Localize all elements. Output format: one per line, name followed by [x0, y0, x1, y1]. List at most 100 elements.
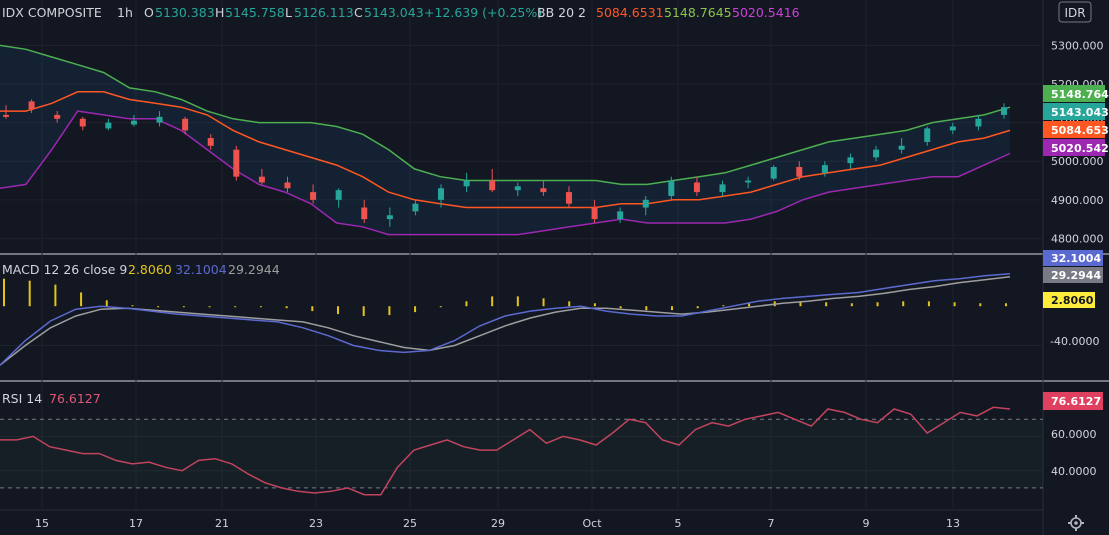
- bollinger-band-fill: [0, 45, 1010, 235]
- bb-basis-tag: 5084.653: [1051, 124, 1109, 137]
- candle: [796, 161, 803, 181]
- macd-hist-bar: [439, 306, 442, 308]
- macd-hist-bar: [619, 306, 622, 309]
- time-label: 29: [491, 517, 505, 530]
- macd-hist-bar: [311, 306, 314, 312]
- macd-histogram: [3, 278, 1007, 317]
- bb-lower-tag-bg: [1043, 139, 1105, 156]
- macd-hist-bar: [979, 303, 982, 307]
- macd-hist-bar: [593, 303, 596, 307]
- bb-lower-tag: 5020.542: [1051, 142, 1109, 155]
- macd-hist-bar: [568, 301, 571, 307]
- candle: [693, 176, 700, 196]
- candle: [719, 180, 726, 196]
- macd-hist-bar: [1005, 303, 1007, 307]
- macd-hist-bar: [337, 306, 339, 315]
- candle: [361, 199, 368, 223]
- candle: [617, 207, 624, 223]
- bb-upper-tag: 5148.764: [1051, 88, 1109, 101]
- open-label: O: [144, 5, 154, 20]
- low-label: L: [285, 5, 292, 20]
- price-pane[interactable]: [0, 44, 1011, 236]
- currency-badge[interactable]: IDR: [1058, 1, 1092, 23]
- macd-hist-bar: [799, 301, 802, 307]
- time-label: 5: [675, 517, 682, 530]
- candle: [873, 145, 880, 162]
- time-label: 9: [863, 517, 870, 530]
- time-label: 17: [129, 517, 143, 530]
- settings-gear-icon[interactable]: [1068, 515, 1084, 531]
- macd-line: [0, 273, 1011, 366]
- candle: [438, 184, 445, 208]
- rsi-pane[interactable]: [0, 406, 1043, 496]
- last-price-tag-bg: [1043, 103, 1105, 120]
- macd-hist-bar: [696, 306, 699, 309]
- macd-hist-bar: [105, 300, 108, 307]
- candle: [898, 138, 905, 154]
- price-tick-label: 5300.000: [1051, 39, 1104, 52]
- macd-tag-bg: [1043, 250, 1103, 266]
- price-tick-label: 4900.000: [1051, 194, 1104, 207]
- rsi-tag-bg: [1043, 392, 1103, 410]
- bb-legend-label[interactable]: BB 20 2: [537, 5, 586, 20]
- macd-signal-value: 29.2944: [228, 262, 280, 277]
- candle: [412, 199, 419, 216]
- candle: [182, 116, 189, 135]
- rsi-axis[interactable]: 60.0000 40.0000 76.6127: [1043, 392, 1103, 478]
- candle: [949, 122, 956, 135]
- low-value: 5126.113: [294, 5, 354, 20]
- candle: [233, 145, 240, 181]
- macd-hist-bar: [465, 301, 468, 307]
- macd-hist-bar: [28, 280, 31, 307]
- candle: [565, 186, 572, 208]
- main-legend[interactable]: IDX COMPOSITE 1h O 5130.383 H 5145.758 L…: [2, 5, 800, 20]
- candle: [79, 116, 86, 131]
- macd-hist-bar: [748, 303, 751, 307]
- time-label: 15: [35, 517, 49, 530]
- macd-hist-bar: [645, 306, 648, 311]
- macd-tag: 32.1004: [1051, 252, 1101, 265]
- candle: [514, 182, 521, 196]
- macd-hist-bar: [157, 306, 160, 308]
- macd-hist-bar: [825, 302, 828, 307]
- macd-hist-bar: [516, 296, 519, 307]
- candle: [386, 207, 393, 227]
- macd-hist-bar: [208, 306, 211, 308]
- interval-label[interactable]: 1h: [117, 5, 133, 20]
- symbol-name[interactable]: IDX COMPOSITE: [2, 5, 102, 20]
- rsi-legend-value: 76.6127: [49, 391, 101, 406]
- candle: [668, 176, 675, 200]
- candle: [770, 165, 777, 181]
- rsi-legend[interactable]: RSI 14 76.6127: [2, 391, 101, 406]
- last-price-tag: 5143.043: [1051, 106, 1109, 119]
- macd-hist-bar: [542, 298, 545, 307]
- macd-hist-bar: [491, 296, 494, 307]
- macd-tick-label: -40.0000: [1050, 335, 1099, 348]
- high-label: H: [215, 5, 224, 20]
- candle: [207, 134, 214, 150]
- macd-signal-line: [0, 275, 1011, 366]
- candle: [847, 153, 854, 169]
- time-label: 25: [403, 517, 417, 530]
- time-axis[interactable]: 15 17 21 23 25 29 Oct 5 7 9 13: [35, 517, 960, 530]
- rsi-tick-60: 60.0000: [1051, 428, 1097, 441]
- price-tick-label: 4800.000: [1051, 232, 1104, 245]
- macd-hist-bar: [259, 306, 262, 308]
- close-label: C: [354, 5, 363, 20]
- bollinger-upper-line: [0, 44, 1011, 186]
- high-value: 5145.758: [225, 5, 285, 20]
- candle: [258, 168, 265, 185]
- hist-tag: 2.8060: [1051, 294, 1094, 307]
- macd-legend[interactable]: MACD 12 26 close 9 2.8060 32.1004 29.294…: [2, 262, 280, 277]
- time-label: 7: [768, 517, 775, 530]
- time-label: 23: [309, 517, 323, 530]
- change-value: +12.639 (+0.25%): [424, 5, 542, 20]
- signal-tag: 29.2944: [1051, 269, 1101, 282]
- rsi-line: [0, 406, 1011, 496]
- macd-axis[interactable]: -40.0000 32.1004 29.2944 2.8060: [1043, 250, 1103, 348]
- macd-pane[interactable]: [0, 273, 1011, 366]
- rsi-legend-label[interactable]: RSI 14: [2, 391, 42, 406]
- macd-hist-bar: [388, 306, 391, 316]
- macd-legend-label[interactable]: MACD 12 26 close 9: [2, 262, 127, 277]
